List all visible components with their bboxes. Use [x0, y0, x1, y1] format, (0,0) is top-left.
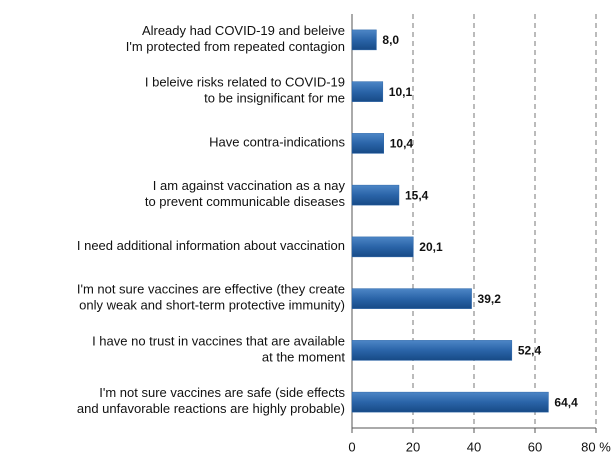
category-label: I beleive risks related to COVID-19 to be… — [145, 75, 345, 106]
value-label: 15,4 — [405, 188, 429, 202]
bar — [351, 81, 384, 102]
value-label: 52,4 — [518, 344, 542, 358]
bar — [351, 391, 549, 413]
bar — [351, 184, 400, 206]
x-tick-label: 60 — [528, 439, 542, 454]
x-tick-label: 80 % — [581, 439, 611, 454]
x-tick-label: 0 — [348, 439, 355, 454]
x-tick-label: 20 — [406, 439, 420, 454]
value-label: 39,2 — [478, 292, 502, 306]
category-label: Already had COVID-19 and beleive I'm prot… — [126, 23, 345, 54]
value-label: 10,1 — [389, 85, 413, 99]
category-label: Have contra-indications — [209, 135, 345, 150]
category-label: I'm not sure vaccines are effective (the… — [77, 282, 345, 313]
bar — [351, 133, 384, 154]
bar — [351, 340, 513, 361]
category-label: I'm not sure vaccines are safe (side eff… — [77, 386, 346, 417]
value-label: 8,0 — [382, 33, 399, 47]
category-label: I need additional information about vacc… — [77, 238, 345, 253]
value-label: 10,4 — [390, 137, 414, 151]
value-label: 20,1 — [419, 240, 443, 254]
category-label: I have no trust in vaccines that are ava… — [92, 334, 345, 365]
bar — [351, 29, 377, 51]
bar — [351, 236, 414, 258]
x-tick-label: 40 — [467, 439, 481, 454]
value-label: 64,4 — [554, 395, 578, 409]
bar — [351, 288, 472, 309]
category-label: I am against vaccination as a nay to prev… — [145, 179, 346, 210]
